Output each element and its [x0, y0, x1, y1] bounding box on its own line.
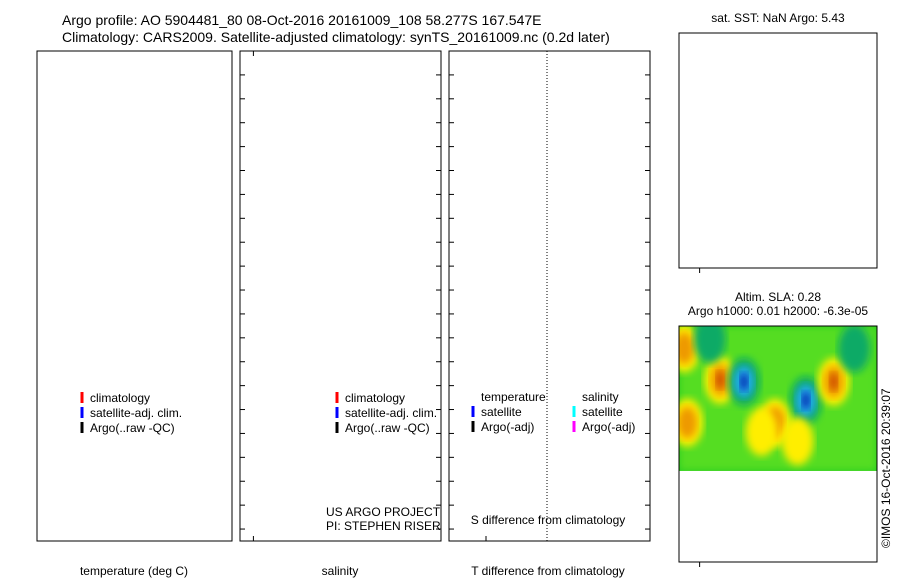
sla-map-frame: [678, 325, 878, 563]
sla-map-title-2: Argo h1000: 0.01 h2000: -6.3e-05: [688, 304, 868, 318]
sla-feature: [829, 372, 838, 391]
title-line-2: Climatology: CARS2009. Satellite-adjuste…: [62, 29, 610, 45]
sla-feature: [739, 372, 748, 391]
sla-feature: [716, 370, 725, 389]
salinity-frame: [239, 50, 442, 542]
legend-label: Argo(..raw -QC): [345, 421, 430, 435]
sla-feature: [781, 417, 814, 466]
sst-map-title: sat. SST: NaN Argo: 5.43: [711, 11, 845, 25]
legend-label-s-satellite: satellite: [582, 405, 623, 419]
sla-map-title-1: Altim. SLA: 0.28: [735, 290, 821, 304]
legend-heading-salinity: salinity: [582, 390, 619, 404]
pi-annotation: PI: STEPHEN RISER: [326, 519, 441, 533]
title-line-1: Argo profile: AO 5904481_80 08-Oct-2016 …: [62, 12, 542, 28]
legend-label-t-argo: Argo(-adj): [481, 420, 534, 434]
legend-label: climatology: [345, 391, 405, 405]
sst-map-frame: [678, 32, 878, 269]
sla-heatmap: [679, 326, 877, 471]
legend-label: satellite-adj. clim.: [90, 406, 182, 420]
s-diff-x2-axis-label: S difference from climatology: [471, 513, 626, 527]
temperature-frame: [36, 50, 233, 542]
temperature-x-axis-label: temperature (deg C): [80, 564, 188, 578]
sla-feature: [679, 332, 695, 365]
sla-feature: [693, 326, 726, 364]
legend-label: satellite-adj. clim.: [345, 406, 437, 420]
t-diff-x-axis-label: T difference from climatology: [471, 564, 625, 578]
legend-label-s-argo: Argo(-adj): [582, 420, 635, 434]
credit-text: ©IMOS 16-Oct-2016 20:39:07: [879, 388, 893, 548]
legend-label: climatology: [90, 391, 150, 405]
legend-label-t-satellite: satellite: [481, 405, 522, 419]
salinity-x-axis-label: salinity: [322, 564, 359, 578]
legend-label: Argo(..raw -QC): [90, 421, 175, 435]
difference-frame: [448, 50, 651, 542]
sla-feature: [745, 407, 778, 456]
sla-feature: [838, 326, 871, 373]
project-annotation: US ARGO PROJECT: [326, 505, 441, 519]
sla-feature: [679, 406, 698, 439]
plot-layer: [36, 32, 878, 567]
legend-heading-temperature: temperature: [481, 390, 546, 404]
sla-feature: [801, 391, 810, 410]
